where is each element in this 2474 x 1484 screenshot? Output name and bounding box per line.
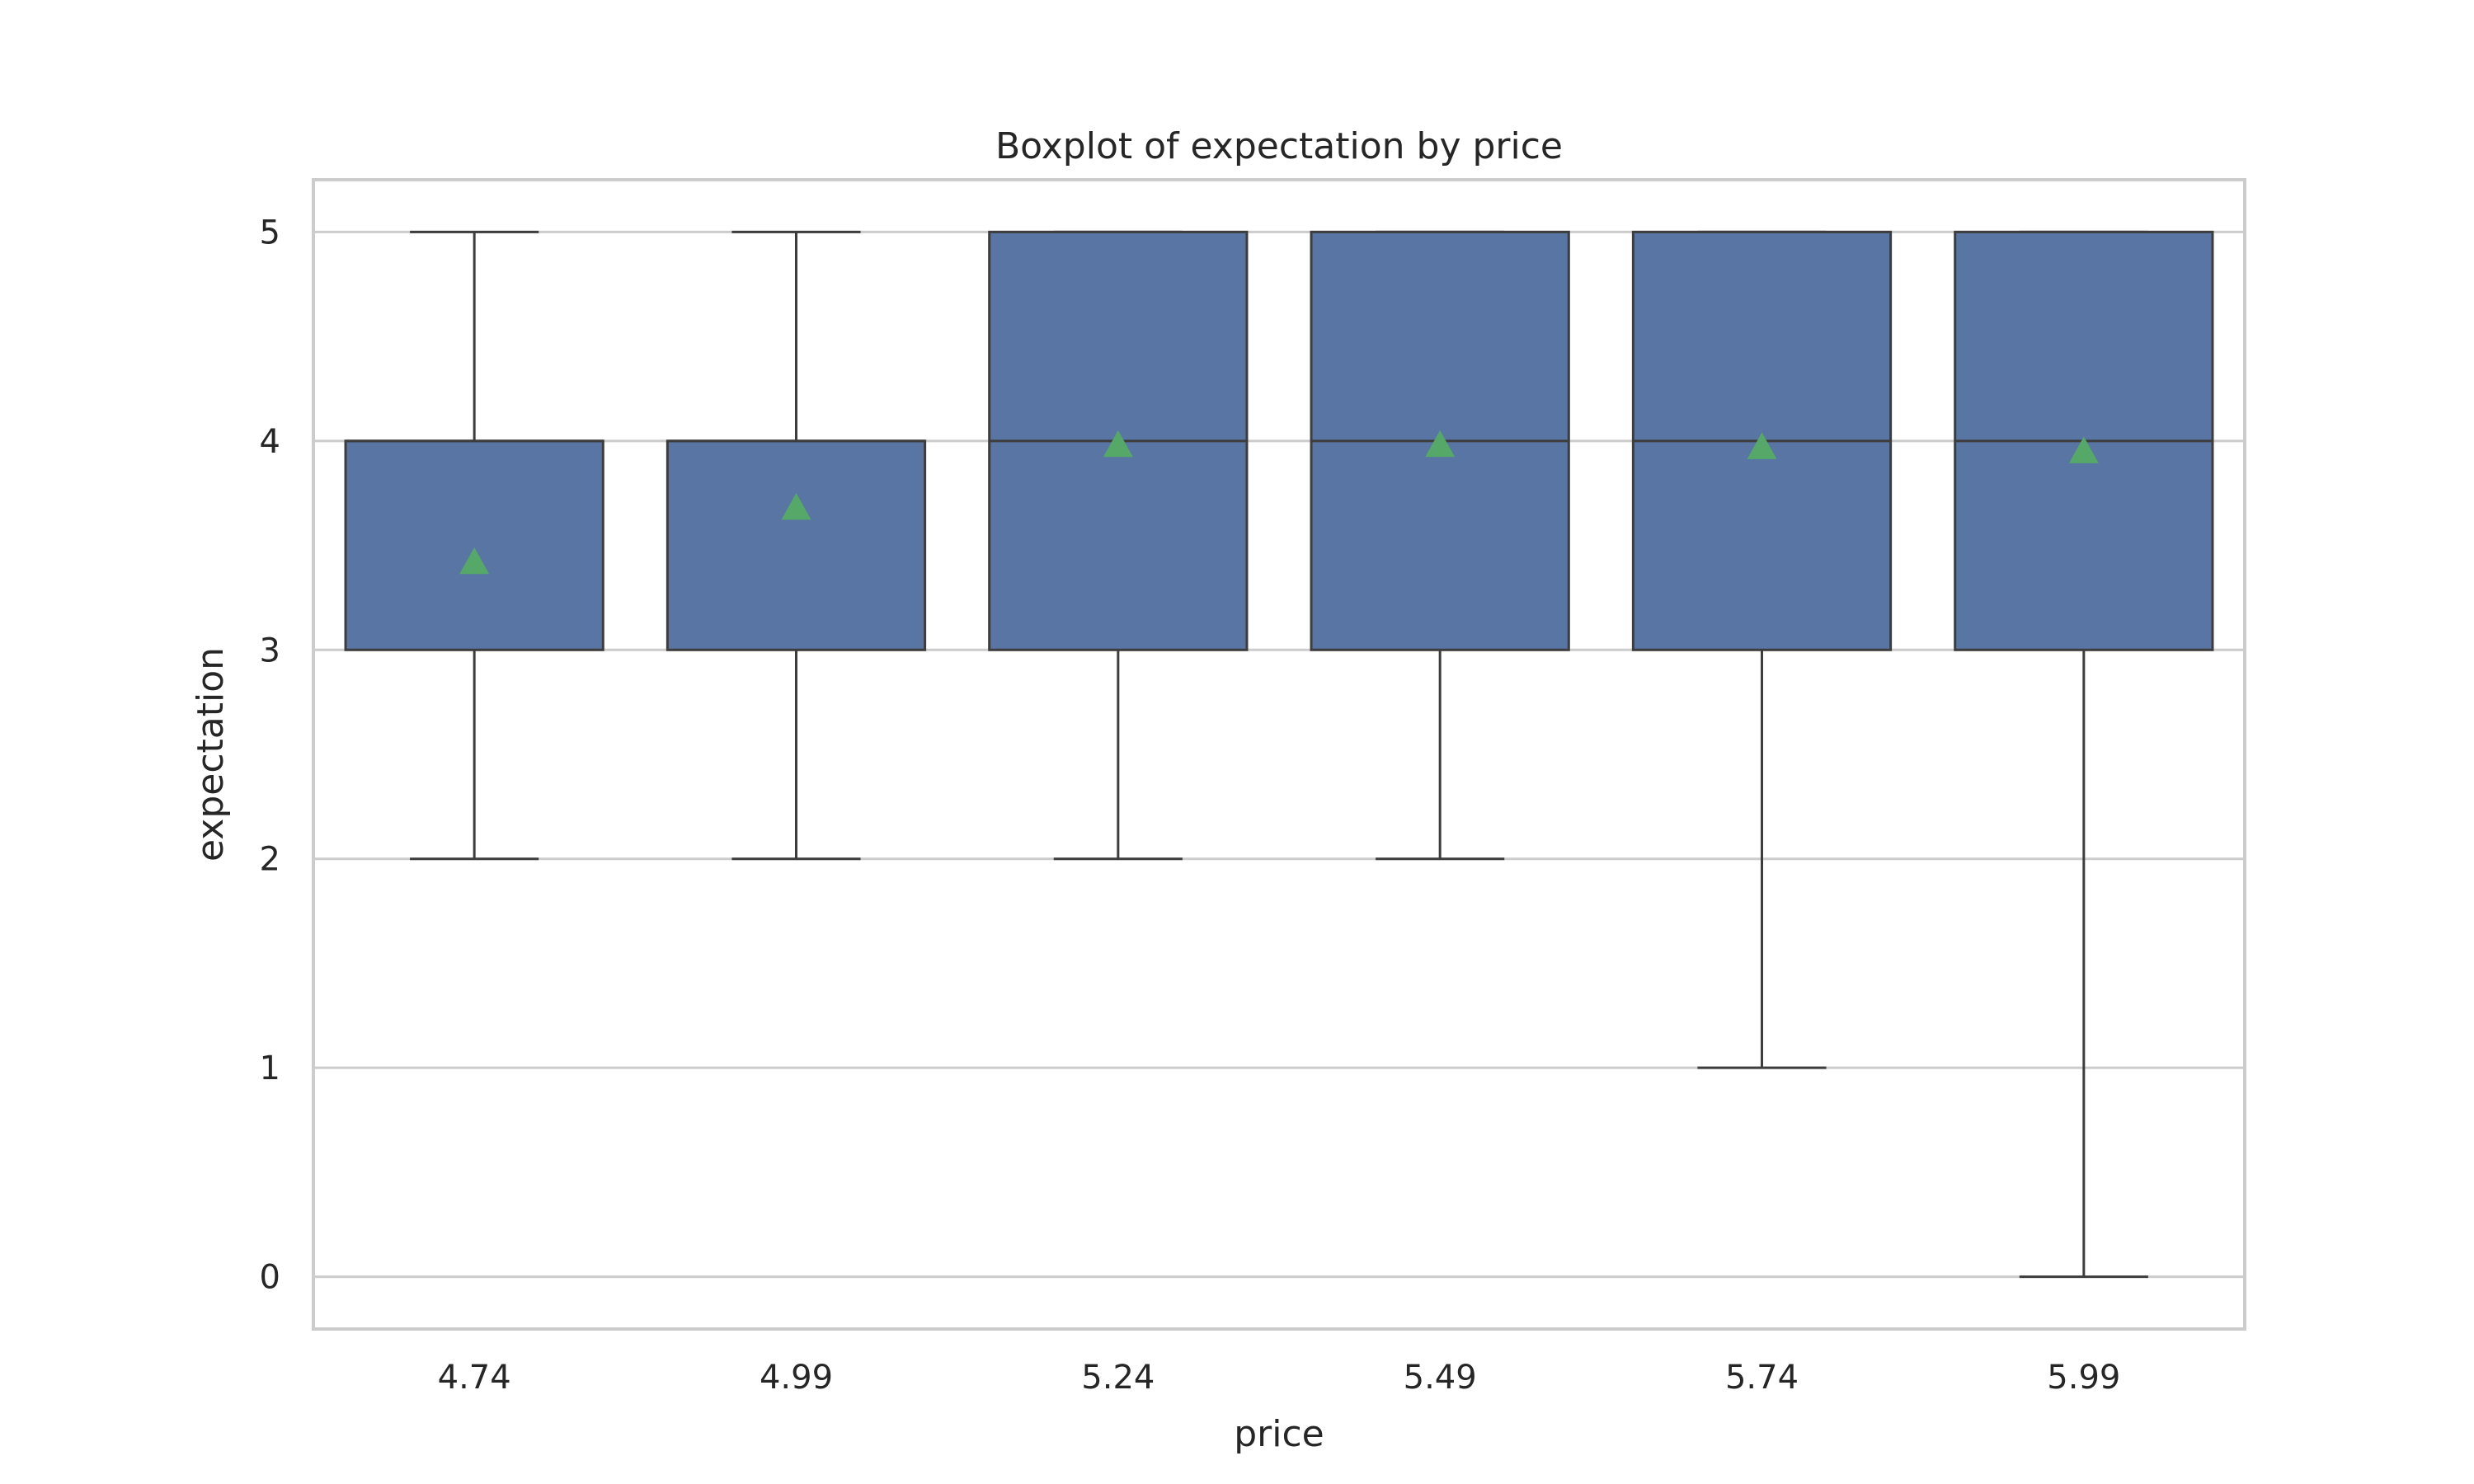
x-axis-label: price <box>1234 1413 1324 1455</box>
x-tick-label: 5.24 <box>1081 1359 1155 1397</box>
box-group <box>666 230 927 861</box>
y-tick-label: 3 <box>260 632 280 669</box>
x-tick-label: 4.74 <box>438 1359 511 1397</box>
box-group <box>1631 230 1893 1069</box>
y-tick-label: 1 <box>260 1050 280 1087</box>
mean-marker <box>2068 436 2099 463</box>
y-axis-label: expectation <box>190 647 232 862</box>
box-group <box>344 230 604 861</box>
y-tick-label: 5 <box>260 214 280 251</box>
box-group <box>1954 230 2214 1279</box>
x-tick-label: 5.74 <box>1725 1359 1799 1397</box>
mean-marker <box>459 547 490 575</box>
mean-marker <box>1747 432 1777 459</box>
iqr-box <box>344 439 604 651</box>
y-tick-label: 2 <box>260 841 280 879</box>
x-tick-label: 5.99 <box>2047 1359 2120 1397</box>
y-tick-label: 0 <box>260 1259 280 1297</box>
mean-marker <box>1425 430 1456 458</box>
mean-marker <box>1103 430 1133 458</box>
tick-layer: 0 1 2 3 4 5 4.74 4.99 5.24 5.49 5.74 5.99 <box>260 214 2121 1397</box>
y-tick-label: 4 <box>260 423 280 461</box>
box-group <box>988 230 1249 861</box>
box-group <box>1310 230 1570 861</box>
box-layer <box>344 230 2214 1279</box>
mean-marker <box>781 492 811 520</box>
x-tick-label: 5.49 <box>1404 1359 1477 1397</box>
iqr-box <box>666 439 927 651</box>
x-tick-label: 4.99 <box>760 1359 833 1397</box>
chart-title: Boxplot of expectation by price <box>995 125 1563 167</box>
plot-frame <box>312 178 2246 1331</box>
grid-layer <box>313 230 2245 1279</box>
